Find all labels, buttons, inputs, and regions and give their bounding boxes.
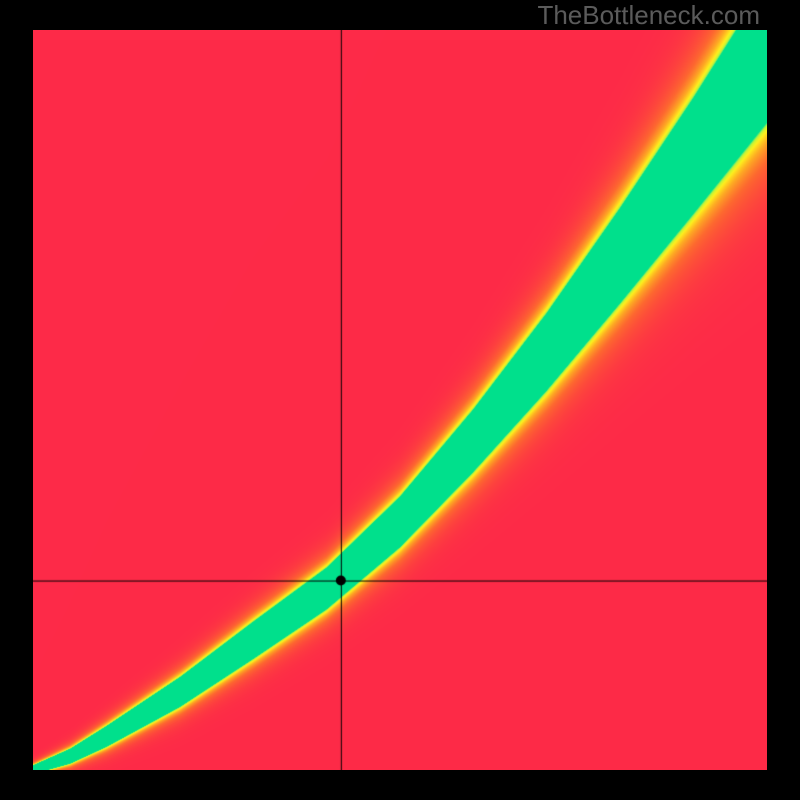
chart-container: TheBottleneck.com [0, 0, 800, 800]
bottleneck-heatmap [33, 30, 767, 770]
watermark-text: TheBottleneck.com [537, 0, 760, 31]
